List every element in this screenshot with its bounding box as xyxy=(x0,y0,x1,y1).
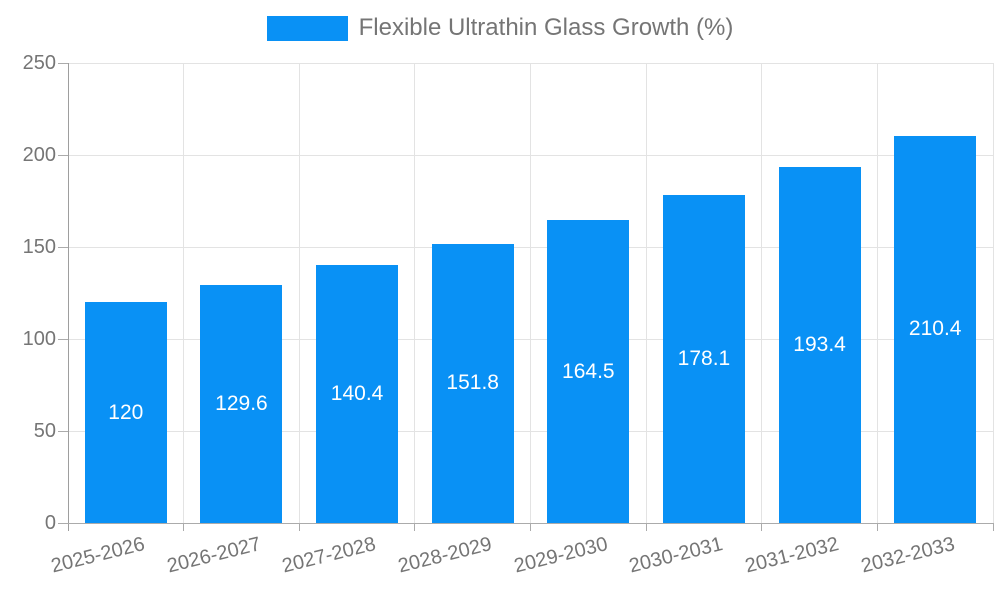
y-tick-mark xyxy=(58,430,68,432)
y-tick-mark xyxy=(58,338,68,340)
legend-label: Flexible Ultrathin Glass Growth (%) xyxy=(358,14,734,41)
legend-swatch xyxy=(266,15,348,41)
x-tick-mark xyxy=(530,523,531,531)
y-tick-label: 0 xyxy=(44,512,56,534)
chart-legend[interactable]: Flexible Ultrathin Glass Growth (%) xyxy=(0,12,1000,44)
y-tick-label: 100 xyxy=(22,328,56,350)
v-gridline xyxy=(645,63,647,523)
x-tick-mark xyxy=(183,523,185,531)
bar[interactable] xyxy=(547,220,630,523)
y-tick-mark xyxy=(58,522,68,524)
v-gridline xyxy=(414,63,416,523)
x-tick-label: 2028-2029 xyxy=(395,533,495,578)
bar[interactable] xyxy=(200,284,283,523)
x-tick-mark xyxy=(298,523,300,531)
x-tick-label: 2027-2028 xyxy=(280,533,379,578)
v-gridline xyxy=(530,63,531,523)
v-gridline xyxy=(992,63,994,523)
x-tick-label: 2032-2033 xyxy=(858,533,957,578)
v-gridline xyxy=(876,63,878,523)
x-tick-mark xyxy=(414,523,416,531)
bar[interactable] xyxy=(778,167,861,523)
bar-value-label: 129.6 xyxy=(215,391,268,415)
y-tick-label: 200 xyxy=(22,144,56,166)
bar-value-label: 164.5 xyxy=(562,359,615,383)
x-tick-mark xyxy=(992,523,994,531)
v-gridline xyxy=(761,63,763,523)
x-axis-line xyxy=(68,522,993,524)
bar-value-label: 151.8 xyxy=(446,371,499,395)
y-tick-mark xyxy=(58,62,68,64)
y-tick-label: 50 xyxy=(33,420,56,442)
bar-value-label: 120 xyxy=(108,400,144,424)
y-tick-label: 250 xyxy=(22,52,56,74)
x-tick-label: 2026-2027 xyxy=(164,533,263,578)
v-gridline xyxy=(298,63,300,523)
bar[interactable] xyxy=(662,195,745,523)
x-tick-label: 2031-2032 xyxy=(742,533,841,578)
v-gridline xyxy=(183,63,185,523)
bar[interactable] xyxy=(316,264,399,523)
bar-value-label: 193.4 xyxy=(793,333,846,357)
bar-value-label: 140.4 xyxy=(330,381,384,405)
bar-value-label: 178.1 xyxy=(677,347,731,371)
x-tick-mark xyxy=(876,523,878,531)
y-tick-mark xyxy=(58,154,68,156)
bar[interactable] xyxy=(84,302,167,523)
bar[interactable] xyxy=(431,243,514,523)
bar[interactable] xyxy=(894,135,977,523)
x-tick-mark xyxy=(645,523,647,531)
y-axis-line xyxy=(67,63,69,531)
y-tick-mark xyxy=(58,246,68,248)
x-tick-label: 2030-2031 xyxy=(627,533,726,578)
x-tick-label: 2025-2026 xyxy=(48,533,148,578)
bar-value-label: 210.4 xyxy=(908,317,962,341)
y-tick-label: 150 xyxy=(22,236,56,258)
x-tick-label: 2029-2030 xyxy=(511,533,610,578)
x-tick-mark xyxy=(761,523,763,531)
